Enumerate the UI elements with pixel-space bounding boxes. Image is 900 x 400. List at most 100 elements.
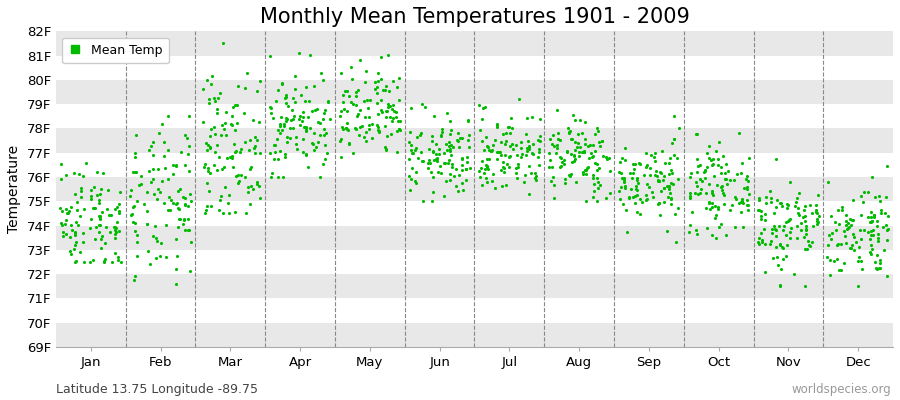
Point	[602, 190, 616, 197]
Legend: Mean Temp: Mean Temp	[62, 38, 168, 63]
Point	[505, 141, 519, 147]
Point	[75, 188, 89, 194]
Point	[279, 94, 293, 100]
Point	[68, 230, 82, 236]
Point	[491, 149, 505, 155]
Point	[741, 206, 755, 213]
Point	[227, 140, 241, 147]
Point	[649, 168, 663, 174]
Point	[130, 239, 144, 246]
Point	[275, 174, 290, 180]
Point	[93, 216, 107, 222]
Point	[87, 205, 102, 211]
Point	[775, 202, 789, 209]
Point	[454, 180, 469, 186]
Point	[851, 283, 866, 290]
Point	[758, 217, 772, 224]
Point	[545, 163, 560, 170]
Point	[442, 139, 456, 145]
Point	[163, 207, 177, 214]
Point	[566, 158, 580, 164]
Y-axis label: Temperature: Temperature	[7, 145, 21, 233]
Point	[440, 147, 454, 153]
Point	[796, 214, 810, 220]
Point	[462, 132, 476, 138]
Point	[573, 117, 588, 124]
Point	[393, 118, 408, 125]
Point	[67, 170, 81, 176]
Point	[667, 136, 681, 142]
Point	[876, 224, 890, 230]
Point	[690, 230, 705, 237]
Point	[166, 171, 180, 177]
Point	[197, 161, 211, 168]
Point	[154, 240, 168, 247]
Point	[612, 188, 626, 194]
Point	[480, 156, 494, 162]
Point	[86, 204, 101, 211]
Point	[296, 149, 310, 155]
Point	[691, 162, 706, 169]
Point	[820, 254, 834, 260]
Point	[834, 241, 849, 247]
Point	[214, 131, 229, 138]
Point	[662, 155, 677, 161]
Bar	[56, 177, 893, 201]
Point	[669, 239, 683, 245]
Point	[528, 170, 543, 176]
Point	[719, 161, 733, 167]
Point	[727, 177, 742, 183]
Point	[631, 180, 645, 186]
Point	[479, 162, 493, 168]
Point	[353, 57, 367, 64]
Point	[584, 150, 598, 156]
Point	[406, 150, 420, 156]
Point	[181, 203, 195, 209]
Point	[657, 172, 671, 179]
Point	[68, 258, 83, 264]
Point	[63, 234, 77, 240]
Point	[699, 224, 714, 231]
Point	[626, 170, 640, 176]
Point	[575, 148, 590, 155]
Point	[865, 174, 879, 180]
Point	[734, 208, 748, 215]
Point	[142, 147, 157, 154]
Point	[502, 124, 517, 130]
Point	[343, 64, 357, 71]
Point	[403, 186, 418, 193]
Point	[809, 206, 824, 213]
Point	[557, 156, 572, 163]
Point	[110, 218, 124, 225]
Point	[210, 142, 224, 149]
Point	[740, 186, 754, 192]
Point	[844, 241, 859, 248]
Point	[155, 178, 169, 184]
Point	[94, 186, 108, 192]
Point	[99, 224, 113, 230]
Point	[821, 242, 835, 249]
Point	[201, 165, 215, 171]
Point	[782, 216, 796, 222]
Point	[169, 266, 184, 272]
Point	[86, 205, 100, 212]
Point	[316, 76, 330, 83]
Point	[208, 131, 222, 137]
Point	[764, 226, 778, 232]
Point	[220, 155, 234, 161]
Point	[511, 164, 526, 170]
Point	[662, 186, 677, 192]
Point	[463, 144, 477, 150]
Point	[157, 139, 171, 145]
Point	[716, 153, 731, 160]
Point	[775, 227, 789, 234]
Point	[509, 151, 524, 158]
Point	[277, 123, 292, 129]
Point	[549, 107, 563, 113]
Point	[333, 136, 347, 142]
Point	[586, 153, 600, 160]
Point	[370, 90, 384, 97]
Point	[739, 176, 753, 183]
Point	[783, 229, 797, 235]
Point	[578, 119, 592, 125]
